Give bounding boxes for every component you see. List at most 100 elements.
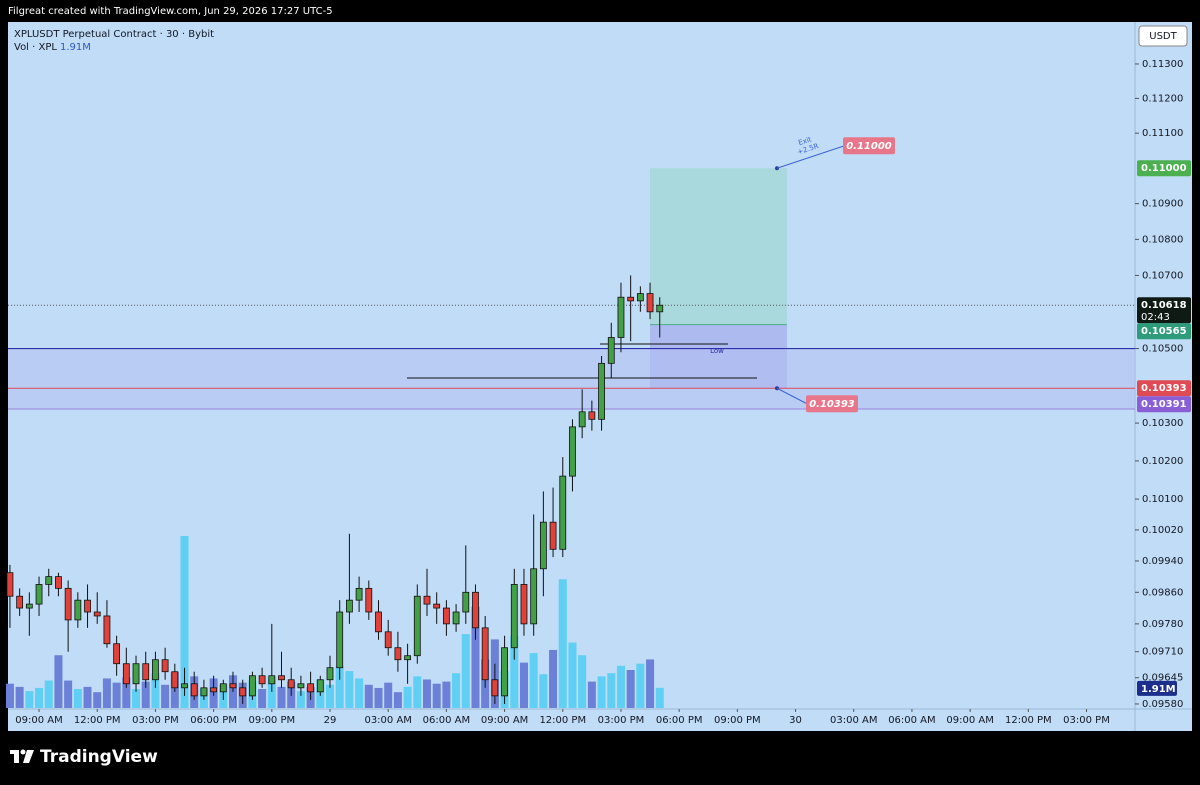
candle-body bbox=[287, 679, 295, 689]
x-tick-label: 03:00 PM bbox=[598, 715, 645, 726]
volume-bar bbox=[258, 689, 267, 708]
candle-body bbox=[646, 293, 654, 313]
candle-body bbox=[181, 683, 188, 689]
candle-body bbox=[355, 587, 363, 601]
volume-bar bbox=[180, 535, 189, 708]
volume-bar bbox=[15, 686, 24, 708]
price-badge-label: 0.10391 bbox=[1141, 399, 1187, 410]
candle-body bbox=[578, 411, 586, 428]
stop-leader bbox=[776, 387, 807, 404]
candle-body bbox=[442, 607, 450, 625]
volume-bar bbox=[5, 683, 14, 708]
y-tick-label: 0.09580 bbox=[1142, 699, 1183, 710]
candle-body bbox=[384, 631, 392, 649]
target-leader bbox=[776, 145, 844, 169]
candle-body bbox=[171, 671, 179, 689]
volume-bar bbox=[161, 684, 170, 708]
volume-bar bbox=[132, 689, 141, 708]
x-tick-label: 03:00 PM bbox=[132, 715, 179, 726]
candle-body bbox=[316, 679, 324, 693]
candle-body bbox=[161, 659, 169, 673]
candle-body bbox=[413, 595, 421, 657]
price-badge bbox=[1137, 380, 1191, 397]
candle-body bbox=[520, 584, 528, 625]
price-badge-label: 0.10393 bbox=[1141, 383, 1187, 394]
brand-name: TradingView bbox=[40, 747, 158, 767]
candle-body bbox=[268, 675, 276, 685]
candle-body bbox=[132, 663, 140, 685]
low-label: Low bbox=[710, 347, 724, 355]
currency[interactable]: USDT bbox=[1149, 31, 1177, 42]
price-badge bbox=[1137, 297, 1191, 324]
candle-body bbox=[219, 683, 227, 693]
candle-body bbox=[25, 603, 33, 609]
volume-bar bbox=[393, 692, 402, 708]
candle-body bbox=[239, 687, 247, 697]
x-tick-label: 09:00 PM bbox=[714, 715, 761, 726]
candle-body bbox=[491, 679, 499, 697]
zone bbox=[8, 348, 1135, 409]
stop-badge-label: 0.10393 bbox=[809, 399, 855, 410]
volume-bar bbox=[277, 686, 286, 708]
volume-bar bbox=[267, 677, 276, 708]
candle-body bbox=[84, 599, 91, 613]
y-tick-label: 0.09860 bbox=[1142, 587, 1183, 598]
candle-body bbox=[539, 521, 547, 570]
candle-body bbox=[16, 595, 24, 609]
credit: Filgreat created with TradingView.com, J… bbox=[8, 6, 333, 17]
volume-bar bbox=[607, 673, 616, 708]
y-tick-label: 0.10500 bbox=[1142, 344, 1183, 355]
x-tick-label: 30 bbox=[789, 715, 802, 726]
volume-bar bbox=[384, 682, 393, 708]
candle-body bbox=[307, 683, 315, 693]
target-zone bbox=[650, 168, 787, 325]
x-tick-label: 09:00 PM bbox=[248, 715, 295, 726]
volume-bar bbox=[655, 687, 664, 708]
volume-value: 1.91M bbox=[60, 42, 91, 53]
volume-bar bbox=[636, 663, 645, 708]
target-badge bbox=[843, 137, 895, 155]
candle-body bbox=[617, 296, 625, 338]
candle-body bbox=[229, 683, 237, 689]
brand: TradingView bbox=[10, 747, 158, 767]
candle-body bbox=[113, 643, 121, 665]
candle-body bbox=[74, 599, 82, 621]
x-tick-label: 03:00 AM bbox=[364, 715, 411, 726]
candle-body bbox=[559, 475, 567, 550]
price-badge bbox=[1137, 160, 1191, 177]
candle-body bbox=[627, 296, 635, 302]
currency-button[interactable] bbox=[1138, 25, 1188, 47]
volume-bar bbox=[597, 676, 606, 708]
candle-body bbox=[501, 647, 508, 697]
volume-bar bbox=[345, 671, 354, 708]
volume-bar bbox=[539, 674, 548, 708]
y-tick-label: 0.10300 bbox=[1142, 418, 1183, 429]
x-tick-label: 03:00 PM bbox=[1063, 715, 1110, 726]
y-tick-label: 0.11300 bbox=[1142, 59, 1183, 70]
candle-body bbox=[404, 655, 411, 661]
volume-bar bbox=[529, 653, 538, 708]
volume-bar bbox=[355, 678, 364, 708]
candle-body bbox=[190, 683, 198, 697]
volume-bar bbox=[471, 606, 480, 708]
y-tick-label: 0.11100 bbox=[1142, 128, 1183, 139]
volume-bar bbox=[432, 683, 441, 708]
volume-bar bbox=[626, 670, 635, 708]
candle-body bbox=[530, 568, 538, 625]
candle-body bbox=[462, 591, 470, 613]
volume-bar bbox=[578, 655, 587, 708]
volume-bar bbox=[93, 692, 102, 708]
volume-bar bbox=[646, 659, 655, 708]
volume-bar bbox=[64, 680, 73, 708]
volume-bar bbox=[549, 649, 558, 708]
candle-body bbox=[423, 595, 431, 605]
symbol-title: XPLUSDT Perpetual Contract · 30 · Bybit bbox=[14, 29, 214, 40]
volume-bar bbox=[122, 677, 131, 708]
x-tick-label: 12:00 PM bbox=[74, 715, 121, 726]
candle-body bbox=[549, 521, 557, 550]
candle-body bbox=[607, 337, 615, 364]
candle-body bbox=[656, 304, 664, 313]
volume-bar bbox=[452, 673, 461, 708]
x-tick-label: 12:00 PM bbox=[1005, 715, 1052, 726]
